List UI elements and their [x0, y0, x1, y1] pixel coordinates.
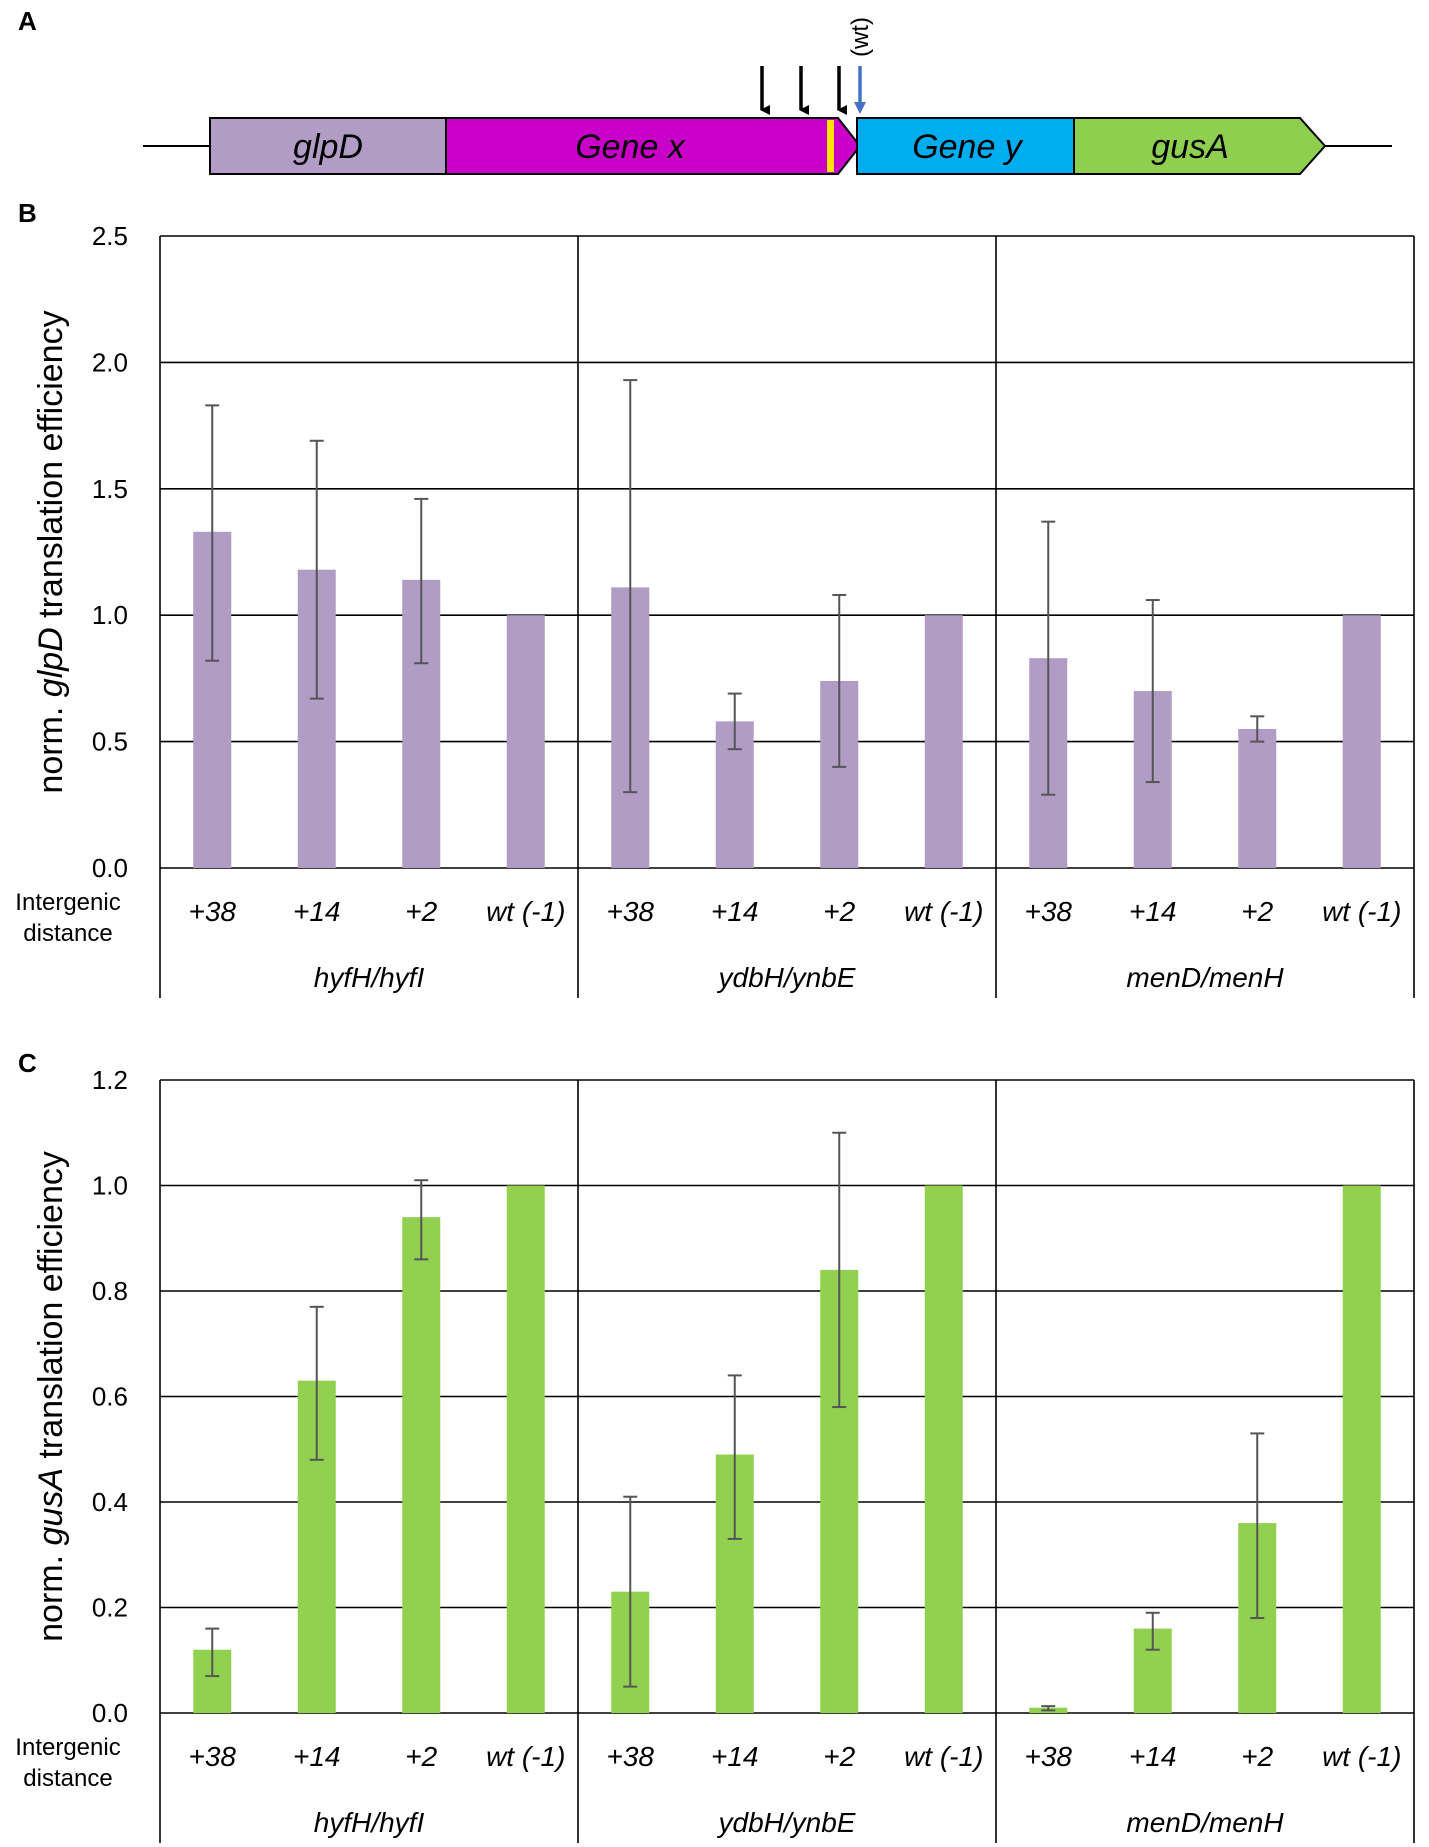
row-label-line2: distance	[23, 1765, 112, 1792]
category-label: +14	[1129, 1741, 1177, 1772]
bar	[1342, 615, 1381, 868]
y-tick-label: 0.5	[92, 727, 128, 757]
category-label: wt (-1)	[1322, 896, 1401, 927]
y-axis-title-prefix: norm.	[32, 697, 70, 793]
bar	[1342, 1185, 1381, 1713]
y-tick-label: 0.6	[92, 1382, 128, 1412]
group-label: ydbH/ynbE	[717, 1807, 856, 1838]
gene-y-label: Gene y	[912, 128, 1024, 166]
group-label: hyfH/hyfI	[314, 962, 425, 993]
gene-glpD-box	[209, 117, 447, 175]
category-label: +14	[711, 1741, 759, 1772]
group-label: hyfH/hyfI	[314, 1807, 425, 1838]
wt-label: (wt)	[847, 17, 874, 57]
panel-a: A glpD Gene x Gene y gusA (wt)	[18, 6, 1392, 175]
category-label: +2	[823, 896, 855, 927]
y-axis-title: norm. glpD translation efficiency	[32, 310, 70, 793]
category-label: wt (-1)	[1322, 1741, 1401, 1772]
gene-gusA-label: gusA	[1151, 128, 1229, 166]
wt-arrow-head	[854, 102, 866, 114]
category-label: +2	[1241, 896, 1273, 927]
category-label: +38	[1025, 1741, 1073, 1772]
stop-codon-marker	[827, 120, 834, 172]
bar	[402, 1217, 441, 1713]
category-label: +14	[1129, 896, 1177, 927]
bar	[506, 1185, 545, 1713]
y-axis-title-prefix: norm.	[32, 1546, 70, 1642]
category-label: +14	[293, 896, 341, 927]
group-label: ydbH/ynbE	[717, 962, 856, 993]
y-tick-label: 0.4	[92, 1487, 128, 1517]
y-tick-label: 1.0	[92, 600, 128, 630]
gene-glpD-label: glpD	[293, 128, 363, 166]
category-label: +2	[823, 1741, 855, 1772]
category-label: wt (-1)	[486, 896, 565, 927]
category-label: +2	[405, 1741, 437, 1772]
gene-x-box	[445, 117, 862, 175]
category-label: wt (-1)	[486, 1741, 565, 1772]
y-axis-title-gene: gusA	[32, 1468, 70, 1546]
y-axis-title-gene: glpD	[32, 627, 70, 697]
gene-gusA-box	[1073, 117, 1327, 175]
bar	[1238, 728, 1277, 868]
panel-label-c: C	[18, 1048, 37, 1078]
row-label-line1: Intergenic	[15, 1734, 120, 1761]
category-label: +38	[607, 896, 655, 927]
category-label: +2	[405, 896, 437, 927]
category-label: +38	[1025, 896, 1073, 927]
bar	[506, 615, 545, 868]
y-tick-label: 2.5	[92, 221, 128, 251]
row-label-line2: distance	[23, 920, 112, 947]
y-axis-title-suffix: translation efficiency	[32, 1151, 70, 1468]
y-tick-label: 1.5	[92, 474, 128, 504]
category-label: +14	[711, 896, 759, 927]
group-label: menD/menH	[1126, 1807, 1284, 1838]
gene-x-label: Gene x	[575, 128, 686, 166]
row-label-line1: Intergenic	[15, 889, 120, 916]
category-label: +2	[1241, 1741, 1273, 1772]
y-tick-label: 0.2	[92, 1593, 128, 1623]
y-tick-label: 0.0	[92, 1698, 128, 1728]
bar	[924, 1185, 963, 1713]
chart-c: 0.0 0.2 0.4 0.6 0.8 1.0 1.2 norm. gusA translat…	[15, 1065, 1415, 1843]
y-tick-label: 0.8	[92, 1276, 128, 1306]
category-label: +14	[293, 1741, 341, 1772]
y-tick-label: 2.0	[92, 347, 128, 377]
category-label: +38	[607, 1741, 655, 1772]
panel-label-b: B	[18, 198, 37, 228]
y-tick-label: 1.2	[92, 1065, 128, 1095]
category-label: +38	[189, 896, 237, 927]
y-tick-label: 0.0	[92, 853, 128, 883]
chart-b: 0.0 0.5 1.0 1.5 2.0 2.5 norm. glpD translation…	[15, 221, 1415, 998]
category-label: wt (-1)	[904, 1741, 983, 1772]
y-tick-label: 1.0	[92, 1171, 128, 1201]
category-label: +38	[189, 1741, 237, 1772]
panel-label-a: A	[18, 6, 37, 36]
category-label: wt (-1)	[904, 896, 983, 927]
bar	[924, 615, 963, 868]
y-axis-title: norm. gusA translation efficiency	[32, 1151, 70, 1642]
y-axis-title-suffix: translation efficiency	[32, 310, 70, 627]
group-label: menD/menH	[1126, 962, 1284, 993]
